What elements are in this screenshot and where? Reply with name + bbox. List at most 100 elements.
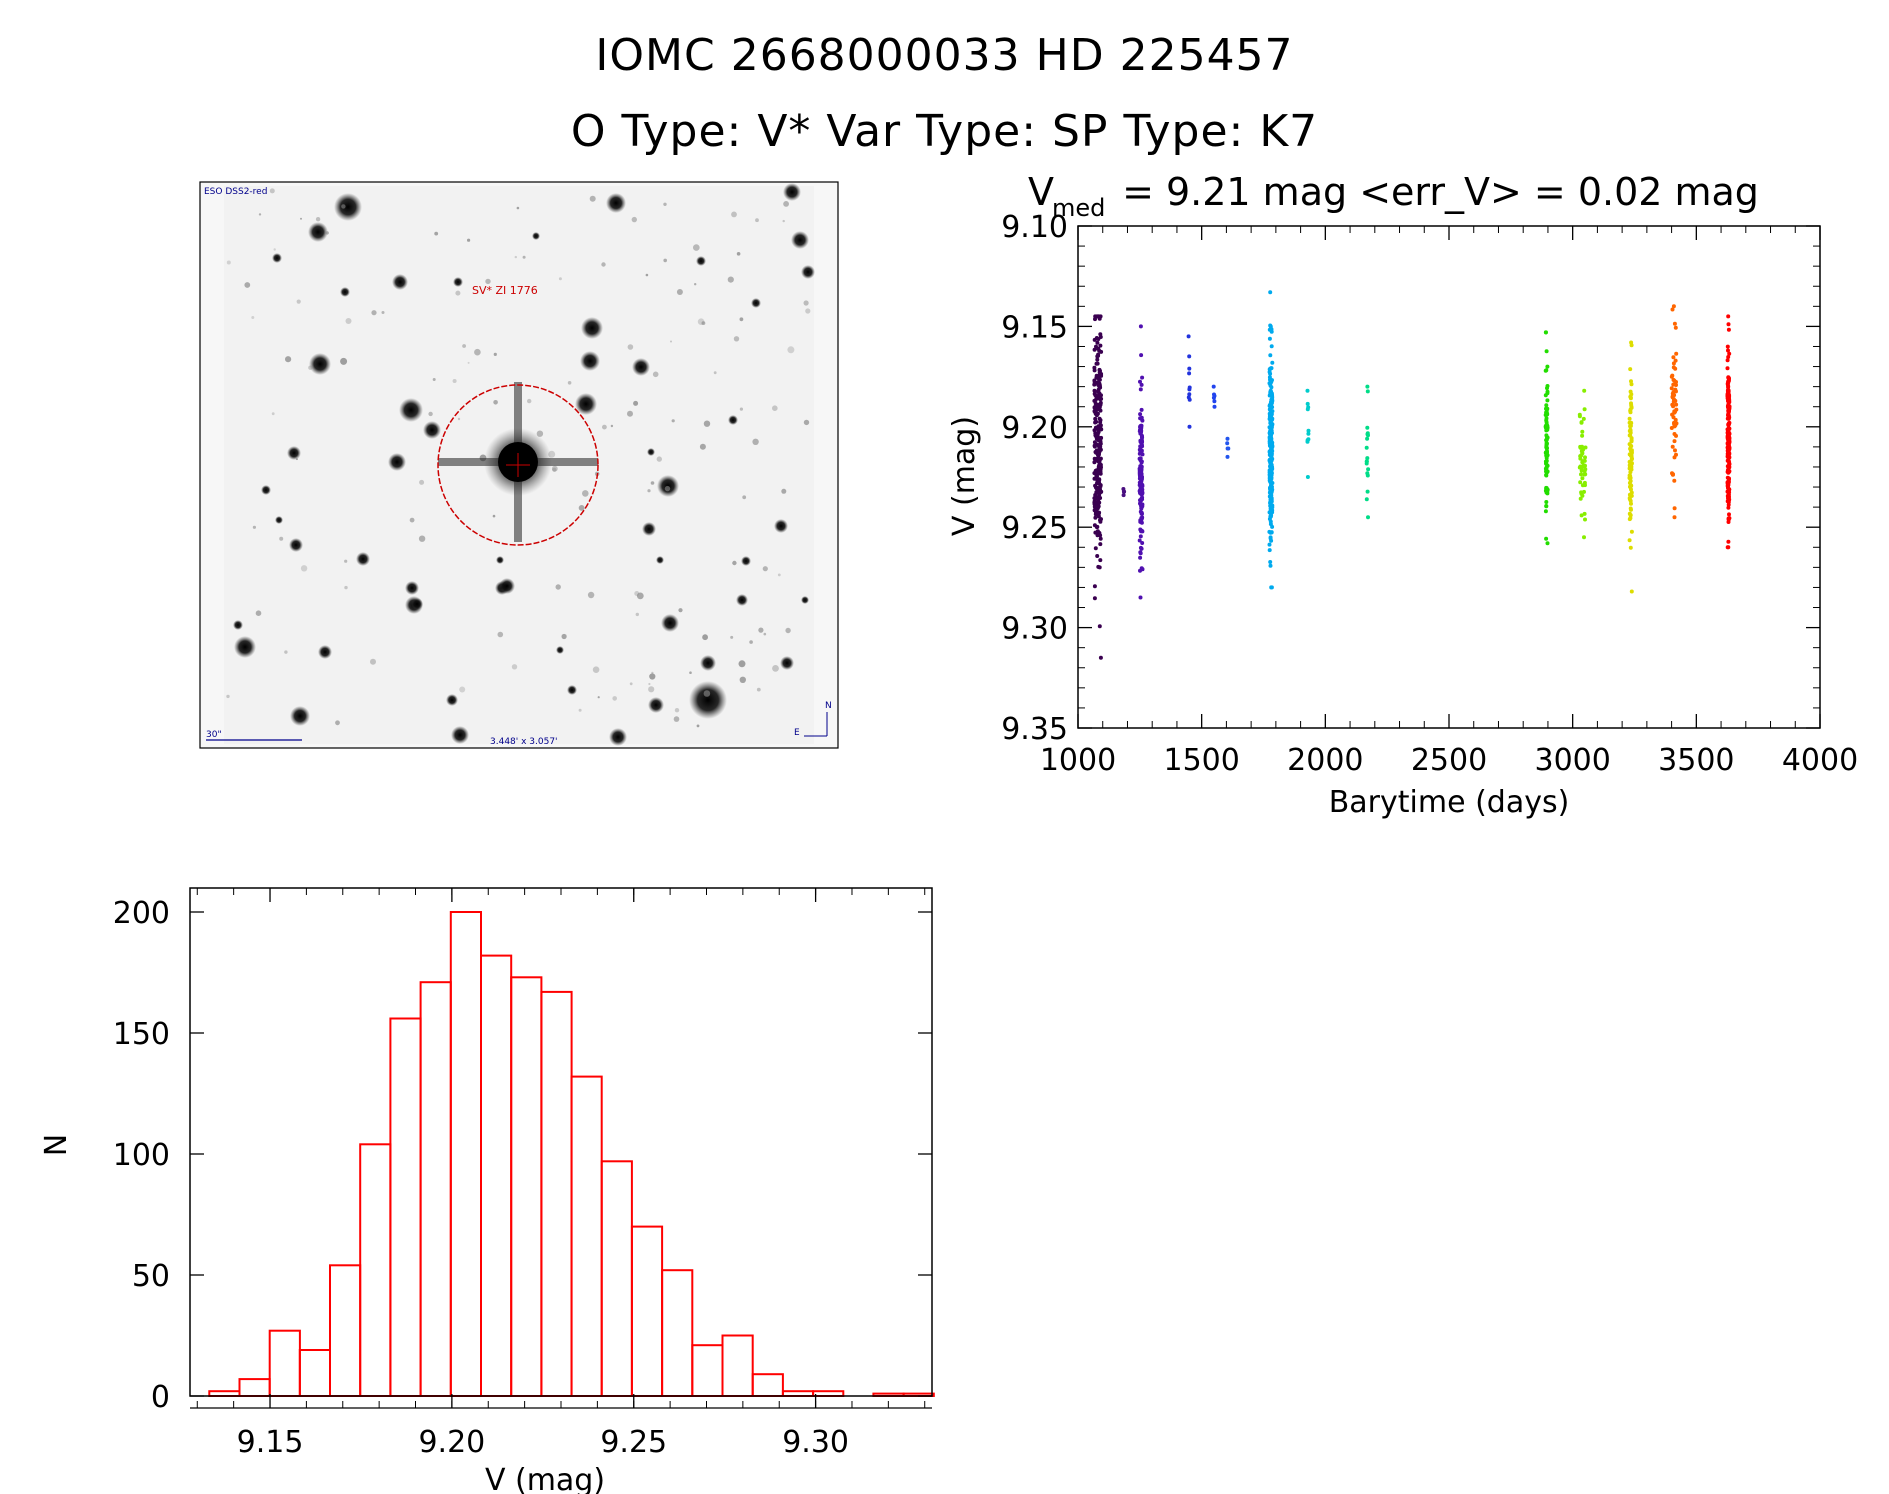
light-curve-point [1269, 344, 1274, 349]
light-curve-point [1268, 353, 1273, 358]
light-curve-point [1627, 496, 1632, 501]
light-curve-point [1581, 416, 1586, 421]
light-curve-point [1187, 371, 1192, 376]
histogram-ylabel: N [39, 1134, 74, 1156]
light-curve-point [1305, 475, 1310, 479]
light-curve-point [1544, 406, 1548, 411]
x-tick-label: 9.20 [418, 1425, 485, 1460]
light-curve-point [1544, 473, 1549, 477]
light-curve-point [1099, 517, 1103, 522]
light-curve-title-sub: med [1052, 194, 1105, 222]
light-curve-point [1673, 366, 1678, 371]
light-curve-point [1269, 503, 1274, 508]
light-curve-point [1669, 386, 1674, 391]
light-curve-point [1140, 515, 1145, 520]
light-curve-point [1093, 416, 1098, 421]
histogram-bar [449, 911, 482, 1397]
light-curve-point [1186, 334, 1191, 339]
light-curve-point [1096, 353, 1101, 358]
light-curve-point [1364, 497, 1369, 502]
light-curve-ticks: 1000 1500 2000 2500 3000 3500 4000 9.10 9.15 9.20… [1001, 210, 1858, 778]
title-line-1: IOMC 2668000033 HD 225457 [595, 30, 1294, 81]
light-curve-point [1094, 450, 1099, 455]
light-curve-point [1674, 351, 1679, 356]
light-curve-point [1628, 493, 1633, 498]
light-curve-point [1139, 460, 1144, 465]
light-curve-point [1726, 489, 1731, 494]
light-curve-point [1544, 418, 1549, 423]
light-curve-point [1095, 529, 1100, 534]
light-curve-point [1093, 515, 1098, 520]
light-curve-point [1629, 405, 1634, 410]
light-curve-point [1268, 560, 1273, 564]
histogram-bar [359, 1143, 392, 1398]
light-curve-point [1672, 455, 1677, 460]
light-curve-point [1187, 392, 1192, 397]
light-curve-point [1092, 368, 1097, 373]
light-curve-point [1629, 420, 1633, 425]
light-curve-point [1627, 517, 1632, 522]
light-curve-point [1725, 358, 1730, 363]
light-curve-point [1726, 520, 1731, 524]
light-curve-point [1092, 398, 1097, 403]
light-curve-point [1267, 336, 1272, 341]
light-curve-point [1544, 445, 1549, 450]
light-curve-point [1225, 454, 1230, 459]
light-curve-point [1269, 438, 1274, 443]
light-curve-point [1544, 486, 1549, 491]
light-curve-point [1097, 369, 1102, 373]
light-curve-point [1306, 437, 1311, 442]
light-curve-point [1628, 424, 1633, 429]
histogram-bar [751, 1373, 784, 1397]
light-curve-point [1137, 470, 1142, 475]
histogram-ticks: 9.15 9.20 9.25 9.30 0 50 100 150 200 [113, 888, 932, 1460]
light-curve-point [1095, 481, 1099, 486]
light-curve-point [1093, 393, 1098, 398]
light-curve-point [1267, 472, 1272, 477]
light-curve-point [1726, 388, 1731, 393]
light-curve-point [1725, 427, 1730, 432]
light-curve-point [1138, 568, 1142, 573]
light-curve-point [1583, 517, 1587, 522]
light-curve-point [1672, 424, 1677, 429]
light-curve-point [1121, 493, 1126, 498]
light-curve-point [1270, 360, 1275, 365]
light-curve-point [1095, 361, 1100, 366]
light-curve-point [1098, 426, 1103, 431]
light-curve-point [1726, 505, 1731, 510]
light-curve-point [1727, 512, 1731, 517]
light-curve-point [1726, 348, 1730, 353]
light-curve-point [1095, 487, 1099, 491]
light-curve-point [1268, 383, 1273, 388]
light-curve-point [1094, 475, 1099, 480]
light-curve-point [1096, 337, 1101, 341]
light-curve-point [1544, 349, 1549, 354]
light-curve-point [1099, 373, 1104, 378]
light-curve-point [1268, 378, 1273, 382]
light-curve-point [1098, 418, 1103, 423]
light-curve-point [1092, 596, 1097, 601]
light-curve-point [1671, 399, 1676, 404]
light-curve-point [1628, 408, 1633, 413]
histogram-bar [238, 1378, 271, 1397]
light-curve-point [1268, 434, 1273, 439]
light-curve-point [1094, 436, 1099, 441]
light-curve-point [1212, 399, 1217, 404]
light-curve-point [1097, 510, 1102, 515]
light-curve-point [1096, 346, 1101, 351]
light-curve-point [1629, 529, 1634, 534]
light-curve-point [1545, 541, 1550, 546]
light-curve-point [1139, 353, 1144, 358]
light-curve-point [1671, 355, 1676, 360]
light-curve-point [1140, 375, 1145, 380]
light-curve-point [1268, 453, 1273, 458]
light-curve-point [1673, 417, 1678, 422]
histogram-bar [661, 1269, 694, 1397]
light-curve-point [1095, 357, 1100, 362]
light-curve-point [1187, 366, 1192, 371]
light-curve-point [1096, 407, 1101, 412]
light-curve-point [1098, 314, 1103, 319]
light-curve-point [1545, 491, 1550, 496]
light-curve-point [1094, 413, 1099, 418]
x-tick-label: 3000 [1534, 743, 1610, 778]
